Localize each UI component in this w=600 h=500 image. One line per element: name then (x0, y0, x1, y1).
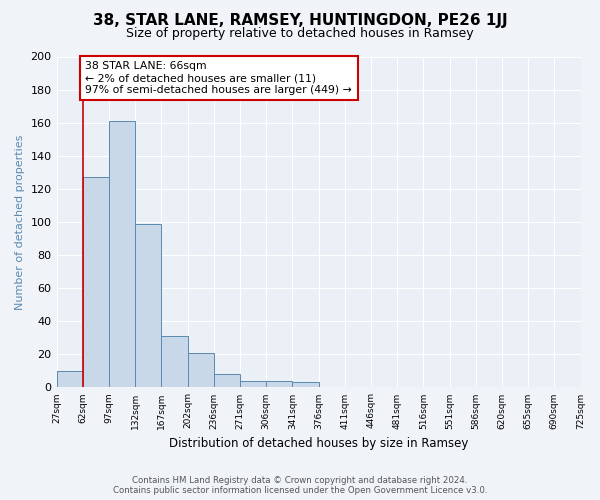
Bar (188, 352, 214, 388)
Text: 38 STAR LANE: 66sqm
← 2% of detached houses are smaller (11)
97% of semi-detache: 38 STAR LANE: 66sqm ← 2% of detached hou… (85, 62, 352, 94)
Text: Size of property relative to detached houses in Ramsey: Size of property relative to detached ho… (126, 28, 474, 40)
X-axis label: Distribution of detached houses by size in Ramsey: Distribution of detached houses by size … (169, 437, 468, 450)
Text: 38, STAR LANE, RAMSEY, HUNTINGDON, PE26 1JJ: 38, STAR LANE, RAMSEY, HUNTINGDON, PE26 … (92, 12, 508, 28)
Bar (214, 374, 240, 388)
Bar (292, 382, 319, 388)
Bar (135, 224, 161, 388)
Y-axis label: Number of detached properties: Number of detached properties (15, 134, 25, 310)
Bar (109, 121, 135, 388)
Bar (161, 336, 188, 388)
Text: Contains HM Land Registry data © Crown copyright and database right 2024.
Contai: Contains HM Land Registry data © Crown c… (113, 476, 487, 495)
Bar (83, 178, 109, 388)
Bar (56, 371, 83, 388)
Bar (240, 381, 266, 388)
Bar (266, 381, 292, 388)
